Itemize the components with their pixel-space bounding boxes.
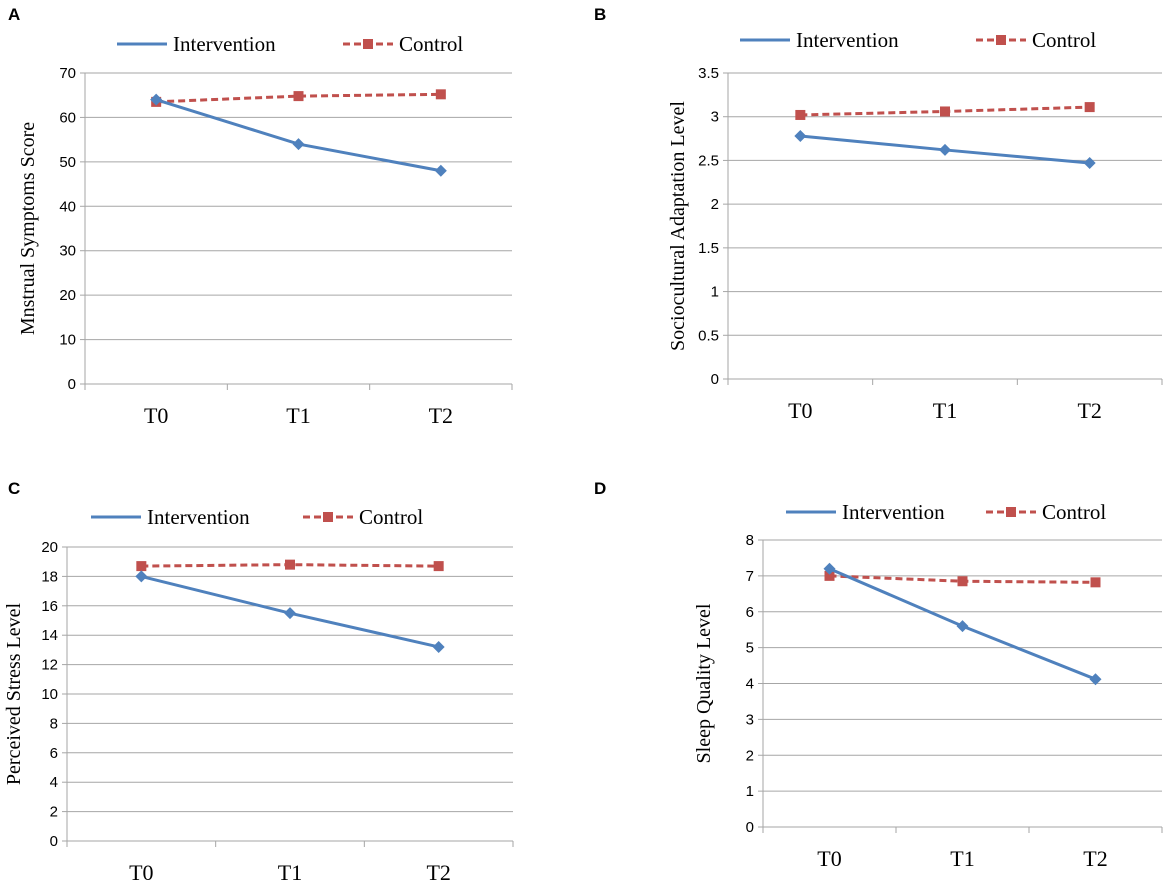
- y-axis-label: Mnstrual Symptoms Score: [17, 122, 39, 335]
- panel-a: A 0 10 20 30 40 50 60 70 T0 T1 T2 Mnstrual Symptoms …: [8, 5, 513, 428]
- y-tick-label: 18: [41, 568, 58, 585]
- y-tick-label: 1.5: [698, 240, 719, 257]
- y-tick-label: 20: [59, 287, 76, 304]
- data-point-intervention: [434, 164, 447, 177]
- x-tick-label: T2: [429, 403, 453, 428]
- y-tick-label: 0: [746, 819, 754, 836]
- y-tick-label: 6: [746, 604, 754, 621]
- y-tick-label: 3: [711, 109, 719, 126]
- legend-label-intervention: Intervention: [147, 505, 250, 529]
- legend-marker-control: [1006, 507, 1016, 517]
- data-point-intervention: [1089, 673, 1102, 686]
- data-point-control: [435, 89, 446, 100]
- y-axis-label: Sociocultural Adaptation Level: [667, 101, 689, 351]
- y-tick-label: 20: [41, 539, 58, 556]
- data-point-control: [293, 91, 304, 102]
- y-tick-label: 4: [746, 676, 754, 693]
- y-tick-label: 0: [50, 833, 58, 850]
- y-tick-label: 2: [711, 196, 719, 213]
- data-point-intervention: [432, 640, 445, 653]
- data-point-control: [957, 576, 968, 587]
- x-tick-label: T0: [788, 398, 812, 423]
- y-tick-label: 50: [59, 154, 76, 171]
- legend-label-intervention: Intervention: [173, 32, 276, 56]
- x-tick-label: T1: [286, 403, 310, 428]
- legend-label-control: Control: [1042, 500, 1106, 524]
- x-tick-label: T1: [278, 860, 302, 885]
- y-tick-label: 12: [41, 657, 58, 674]
- y-tick-label: 16: [41, 598, 58, 615]
- data-point-intervention: [823, 562, 836, 575]
- data-point-intervention: [150, 93, 163, 106]
- y-tick-label: 1: [746, 783, 754, 800]
- legend-label-intervention: Intervention: [796, 28, 899, 52]
- legend-marker-control: [323, 512, 333, 522]
- y-tick-label: 1: [711, 284, 719, 301]
- panel-b: B 0 0.5 1 1.5 2 2.5 3 3.5 T0 T1 T2 Sociocultural Ada…: [594, 5, 1163, 423]
- y-tick-label: 0.5: [698, 327, 719, 344]
- y-tick-label: 0: [68, 376, 76, 393]
- y-tick-label: 6: [50, 745, 58, 762]
- series-line-intervention: [155, 98, 442, 173]
- panel-letter: D: [594, 479, 606, 498]
- y-tick-label: 8: [50, 715, 58, 732]
- x-tick-label: T0: [129, 860, 153, 885]
- series-line-control: [156, 92, 441, 104]
- y-tick-label: 2: [746, 747, 754, 764]
- data-point-intervention: [135, 570, 148, 583]
- data-point-intervention: [939, 143, 951, 156]
- y-axis-label: Perceived Stress Level: [3, 602, 25, 785]
- panel-c: C 0 2 4 6 8 10 12 14 16 18 20 T0 T1 T2 Perceived Stress…: [3, 479, 514, 885]
- y-tick-label: 40: [59, 198, 76, 215]
- data-point-control: [1084, 102, 1095, 113]
- y-tick-label: 30: [59, 243, 76, 260]
- data-point-intervention: [1083, 157, 1096, 170]
- data-point-control: [136, 561, 147, 572]
- y-tick-label: 2.5: [698, 152, 719, 169]
- y-tick-label: 7: [746, 568, 754, 585]
- legend-marker-control: [996, 35, 1006, 45]
- x-tick-label: T2: [426, 860, 450, 885]
- y-tick-label: 0: [711, 371, 719, 388]
- data-point-intervention: [292, 138, 305, 151]
- data-point-intervention: [284, 607, 296, 620]
- panel-d: D 0 1 2 3 4 5 6 7 8 T0 T1 T2 Sleep Quality Level Inter…: [594, 479, 1163, 871]
- legend-label-intervention: Intervention: [842, 500, 945, 524]
- legend-label-control: Control: [399, 32, 463, 56]
- y-tick-label: 10: [41, 686, 58, 703]
- x-tick-label: T0: [144, 403, 168, 428]
- data-point-control: [1090, 577, 1101, 588]
- y-axis-label: Sleep Quality Level: [693, 603, 715, 763]
- legend-marker-control: [363, 39, 373, 49]
- y-tick-label: 3.5: [698, 65, 719, 82]
- panel-letter: B: [594, 5, 606, 24]
- y-tick-label: 4: [50, 774, 58, 791]
- y-tick-label: 10: [59, 332, 76, 349]
- data-point-control: [940, 106, 950, 117]
- y-tick-label: 14: [41, 627, 58, 644]
- y-tick-label: 2: [50, 804, 58, 821]
- panel-letter: A: [8, 5, 20, 24]
- x-tick-label: T2: [1077, 398, 1101, 423]
- x-tick-label: T1: [950, 846, 974, 871]
- x-tick-label: T1: [933, 398, 957, 423]
- data-point-control: [285, 559, 295, 570]
- data-point-control: [795, 109, 806, 120]
- data-point-control: [433, 561, 444, 572]
- y-tick-label: 5: [746, 640, 754, 657]
- y-tick-label: 8: [746, 532, 754, 549]
- y-tick-label: 3: [746, 711, 754, 728]
- legend-label-control: Control: [359, 505, 423, 529]
- data-point-intervention: [794, 129, 807, 142]
- data-point-control: [824, 570, 835, 581]
- y-tick-label: 60: [59, 109, 76, 126]
- data-point-intervention: [956, 620, 969, 633]
- legend-label-control: Control: [1032, 28, 1096, 52]
- panel-letter: C: [8, 479, 20, 498]
- x-tick-label: T2: [1083, 846, 1107, 871]
- y-tick-label: 70: [59, 65, 76, 82]
- x-tick-label: T0: [817, 846, 841, 871]
